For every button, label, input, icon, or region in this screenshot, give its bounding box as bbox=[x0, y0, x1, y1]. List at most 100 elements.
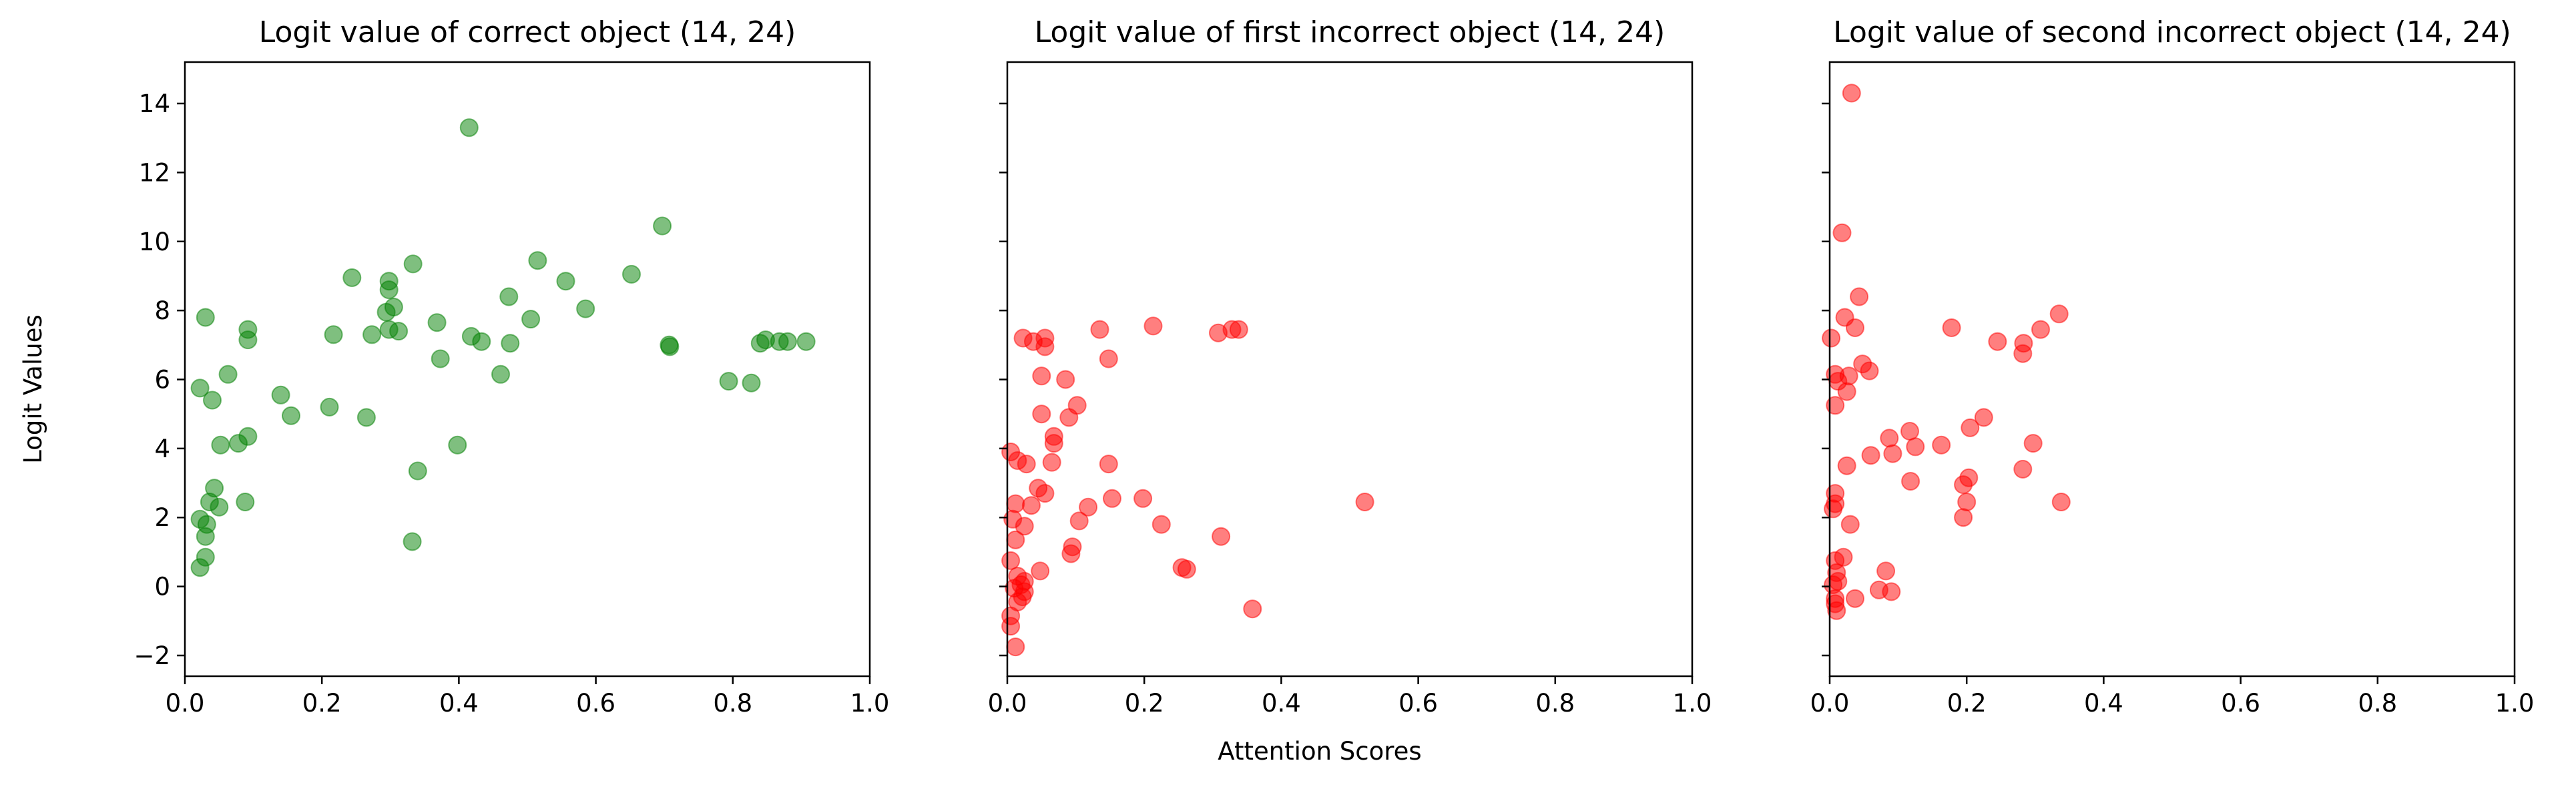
data-point bbox=[427, 313, 447, 332]
data-point bbox=[218, 364, 238, 384]
data-point bbox=[1837, 456, 1856, 475]
data-point bbox=[1212, 527, 1231, 546]
x-tick-label: 0.4 bbox=[2084, 689, 2123, 718]
y-tick-label: 2 bbox=[154, 503, 170, 532]
y-tick-label: 4 bbox=[154, 435, 170, 463]
plot-frame bbox=[1006, 61, 1694, 678]
data-point bbox=[1021, 496, 1041, 515]
data-point bbox=[1006, 494, 1025, 513]
data-point bbox=[2013, 459, 2033, 479]
data-point bbox=[1099, 455, 1118, 474]
data-point bbox=[653, 216, 672, 236]
data-point bbox=[1883, 444, 1902, 463]
data-point bbox=[238, 330, 258, 350]
data-point bbox=[521, 310, 541, 329]
x-tick-label: 0.6 bbox=[1398, 689, 1438, 718]
data-point bbox=[2023, 434, 2043, 453]
data-point bbox=[408, 461, 427, 481]
x-tick-label: 1.0 bbox=[850, 689, 890, 718]
x-tick-label: 0.2 bbox=[1125, 689, 1164, 718]
data-point bbox=[196, 308, 215, 327]
data-point bbox=[1069, 511, 1089, 531]
data-point bbox=[1017, 455, 1036, 474]
x-tick-label: 0.8 bbox=[713, 689, 752, 718]
data-point bbox=[1032, 405, 1051, 424]
data-point bbox=[459, 118, 479, 138]
data-point bbox=[1001, 551, 1021, 570]
data-point bbox=[2031, 320, 2050, 339]
data-point bbox=[190, 378, 210, 398]
data-point bbox=[1860, 361, 1879, 380]
panel-first-incorrect-object: Logit value of first incorrect object (1… bbox=[988, 15, 1712, 718]
data-point bbox=[356, 408, 376, 427]
data-point bbox=[431, 349, 450, 368]
data-point bbox=[448, 435, 467, 455]
data-point bbox=[1961, 418, 1980, 437]
plot-frame bbox=[1828, 61, 2516, 678]
data-point bbox=[1832, 223, 1852, 242]
plot-frame bbox=[184, 61, 871, 678]
data-point bbox=[528, 251, 547, 270]
data-point bbox=[1846, 318, 1864, 337]
x-tick-label: 0.8 bbox=[2358, 689, 2397, 718]
figure-ylabel: Logit Values bbox=[19, 314, 47, 464]
data-point bbox=[1032, 366, 1051, 386]
panel-second-incorrect-object: Logit value of second incorrect object (… bbox=[1810, 15, 2535, 718]
data-point bbox=[1056, 370, 1075, 389]
data-point bbox=[271, 385, 290, 405]
data-point bbox=[472, 332, 491, 351]
data-point bbox=[1061, 544, 1081, 563]
data-point bbox=[1824, 499, 1843, 519]
data-point bbox=[403, 254, 423, 274]
data-point bbox=[778, 332, 797, 351]
chart-title: Logit value of first incorrect object (1… bbox=[1035, 15, 1665, 49]
data-point bbox=[1059, 408, 1079, 427]
data-point bbox=[719, 372, 738, 391]
data-point bbox=[499, 287, 519, 306]
data-point bbox=[1861, 446, 1880, 465]
data-point bbox=[1079, 497, 1098, 517]
data-point bbox=[1842, 83, 1861, 103]
data-point bbox=[1042, 453, 1061, 472]
data-point bbox=[1015, 517, 1034, 536]
data-point bbox=[660, 337, 680, 356]
chart-title: Logit value of correct object (14, 24) bbox=[259, 15, 796, 49]
data-point bbox=[1882, 582, 1901, 601]
x-tick-label: 0.6 bbox=[2221, 689, 2260, 718]
data-point bbox=[1001, 617, 1021, 636]
data-point bbox=[379, 280, 399, 300]
x-tick-label: 1.0 bbox=[2495, 689, 2535, 718]
chart-title: Logit value of second incorrect object (… bbox=[1833, 15, 2511, 49]
data-point bbox=[342, 268, 362, 287]
y-tick-label: 12 bbox=[139, 158, 170, 187]
data-point bbox=[282, 406, 300, 425]
data-point bbox=[1837, 382, 1856, 401]
data-point bbox=[324, 325, 343, 344]
data-point bbox=[1906, 437, 1925, 457]
data-point bbox=[1988, 332, 2007, 351]
data-point bbox=[1901, 472, 1920, 491]
data-point bbox=[796, 332, 816, 351]
y-tick-label: 8 bbox=[154, 296, 170, 325]
data-point bbox=[1900, 422, 1919, 441]
x-tick-label: 0.2 bbox=[302, 689, 342, 718]
data-point bbox=[1209, 323, 1228, 342]
x-tick-label: 0.2 bbox=[1947, 689, 1987, 718]
data-point bbox=[229, 434, 248, 453]
data-point bbox=[1031, 561, 1050, 581]
data-point bbox=[1355, 493, 1374, 511]
figure-xlabel: Attention Scores bbox=[1218, 737, 1421, 766]
data-point bbox=[556, 272, 575, 291]
x-tick-label: 0.0 bbox=[988, 689, 1027, 718]
data-point bbox=[1974, 408, 1993, 427]
data-point bbox=[1044, 434, 1063, 453]
data-point bbox=[2049, 304, 2069, 324]
data-point bbox=[1957, 493, 1977, 511]
x-tick-label: 1.0 bbox=[1673, 689, 1712, 718]
data-point bbox=[389, 322, 409, 341]
data-point bbox=[1006, 530, 1025, 549]
data-point bbox=[1846, 589, 1864, 608]
x-tick-label: 0.8 bbox=[1535, 689, 1575, 718]
data-point bbox=[210, 497, 229, 517]
